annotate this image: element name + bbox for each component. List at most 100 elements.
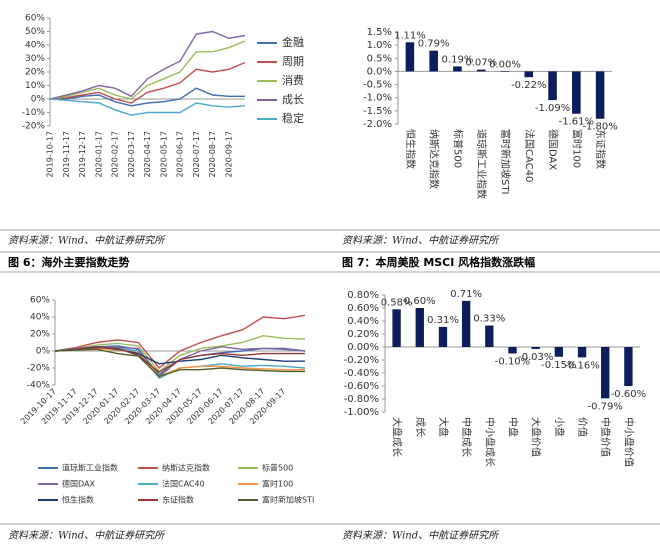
x-tick-label: 富时100: [570, 129, 583, 168]
bar: [415, 308, 424, 347]
data-label: 0.71%: [450, 289, 482, 300]
data-label: 0.60%: [404, 296, 436, 307]
y-tick-label: 0%: [36, 347, 51, 357]
x-tick-label: 标普500: [451, 129, 464, 168]
y-tick-label: -1.5%: [363, 106, 392, 117]
legend-label: 法国CAC40: [162, 479, 205, 489]
legend-label: 消费: [282, 73, 304, 87]
bar: [392, 309, 401, 347]
x-tick-label: 2020-01-17: [94, 131, 103, 178]
x-tick-label: 中小盘成长: [483, 417, 496, 467]
bar: [577, 347, 587, 358]
y-tick-label: -0.20%: [344, 355, 379, 366]
legend-label: 稳定: [282, 111, 304, 125]
data-label: 0.79%: [418, 39, 450, 50]
bar: [485, 325, 494, 347]
y-tick-label: 20%: [30, 330, 50, 340]
x-tick-label: 2019-12-17: [78, 131, 87, 178]
legend-label: 金融: [282, 35, 304, 49]
data-label: -0.10%: [495, 357, 530, 368]
bar: [548, 71, 557, 101]
x-tick-label: 大盘: [437, 417, 450, 437]
source: 资料来源：Wind、中航证券研究所: [342, 235, 500, 247]
source: 资料来源：Wind、中航证券研究所: [8, 235, 166, 247]
x-tick-label: 恒生指数: [404, 129, 417, 169]
legend-label: 道琼斯工业指数: [62, 463, 118, 473]
x-tick-label: 中小盘价值: [622, 417, 635, 467]
series-line: [49, 98, 246, 116]
source: 资料来源：Wind、中航证券研究所: [342, 530, 500, 542]
series-line: [54, 347, 305, 378]
x-tick-label: 价值: [576, 417, 589, 437]
legend-label: 恒生指数: [62, 495, 94, 505]
source: 资料来源：Wind、中航证券研究所: [8, 530, 166, 542]
series-line: [54, 346, 306, 380]
bar: [531, 347, 540, 349]
data-label: 1.11%: [394, 30, 426, 41]
y-tick-label: -1.00%: [344, 407, 379, 418]
y-tick-label: -2.0%: [363, 119, 392, 130]
x-tick-label: 德国DAX: [547, 129, 560, 170]
series-line: [50, 87, 245, 107]
x-tick-label: 2020-08-17: [208, 131, 217, 178]
x-tick-label: 大盘成长: [391, 417, 404, 457]
bar: [500, 71, 510, 72]
data-label: -0.22%: [511, 80, 546, 91]
y-tick-label: 0.80%: [347, 290, 379, 301]
series-line: [54, 346, 305, 374]
y-tick-label: 0.60%: [347, 303, 379, 314]
y-tick-label: 0.5%: [367, 53, 392, 64]
data-label: 0.31%: [427, 315, 459, 326]
x-tick-label: 成长: [414, 417, 426, 437]
y-tick-label: 1.5%: [367, 27, 392, 38]
y-tick-label: -20%: [27, 364, 51, 374]
y-tick-label: -0.60%: [344, 381, 379, 392]
y-tick-label: 0.0%: [367, 66, 392, 77]
x-tick-label: 2020-05-17: [159, 131, 168, 178]
x-tick-label: 大盘价值: [530, 417, 543, 457]
x-tick-label: 2020-07-17: [192, 131, 201, 178]
x-tick-label: 中盘价值: [599, 417, 612, 457]
series-line: [49, 30, 246, 100]
legend-label: 纳斯达克指数: [162, 463, 210, 473]
y-tick-label: 30%: [25, 54, 45, 64]
data-label: 0.58%: [381, 297, 413, 308]
data-label: -0.15%: [541, 360, 576, 371]
y-tick-label: 10%: [25, 81, 45, 91]
y-tick-label: 60%: [25, 14, 45, 24]
y-tick-label: 0.20%: [347, 329, 379, 340]
x-tick-label: 2019-11-17: [62, 131, 71, 178]
data-label: -0.60%: [611, 389, 646, 400]
x-tick-label: 2020-06-17: [176, 131, 185, 178]
y-tick-label: -0.5%: [363, 80, 392, 91]
x-tick-label: 法国CAC40: [523, 129, 536, 182]
bar: [429, 50, 438, 72]
data-label: -0.03%: [518, 352, 553, 363]
caption: 图 7：本周美股 MSCI 风格指数涨跌幅: [342, 255, 535, 269]
data-label: 0.19%: [442, 54, 474, 65]
bar: [438, 326, 448, 347]
data-label: -1.80%: [582, 122, 617, 133]
y-tick-label: 0%: [31, 95, 46, 105]
y-tick-label: -20%: [22, 122, 46, 132]
x-tick-label: 道琼斯工业指数: [475, 129, 488, 199]
bar: [572, 71, 581, 114]
data-label: -0.79%: [588, 401, 623, 412]
bar: [476, 69, 486, 72]
bar: [461, 300, 471, 347]
x-tick-label: 纳斯达克指数: [428, 129, 441, 189]
legend-label: 东证指数: [162, 495, 194, 505]
legend-label: 标普500: [262, 463, 293, 473]
bar: [405, 42, 415, 72]
series-line: [54, 348, 305, 378]
data-label: 0.07%: [465, 58, 497, 69]
y-tick-label: -1.0%: [363, 93, 392, 104]
data-label: -1.09%: [535, 103, 570, 114]
bar: [624, 347, 633, 386]
series-line: [49, 40, 246, 100]
y-tick-label: 0.40%: [347, 316, 379, 327]
y-tick-label: 60%: [30, 296, 50, 306]
x-tick-label: 东证指数: [594, 129, 607, 169]
bar: [595, 71, 605, 119]
data-label: -1.61%: [559, 117, 594, 128]
